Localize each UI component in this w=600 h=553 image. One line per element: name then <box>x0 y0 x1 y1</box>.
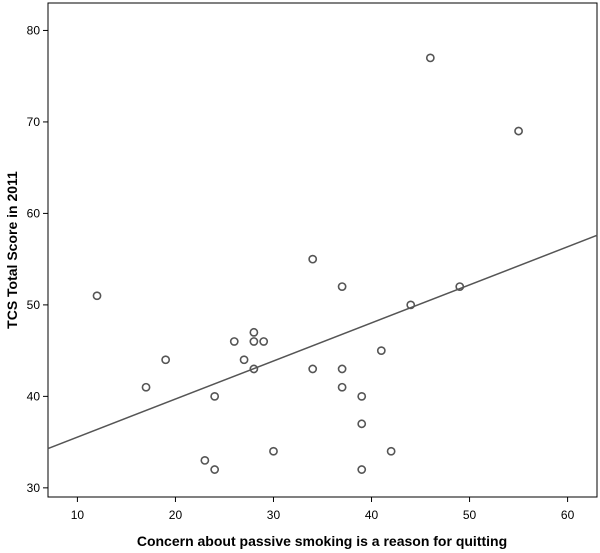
data-point <box>249 364 259 374</box>
data-point <box>141 382 151 392</box>
y-axis-ticks: 30 40 50 60 70 80 <box>27 23 48 495</box>
data-point <box>229 337 239 346</box>
data-point <box>210 391 220 401</box>
data-point <box>514 126 523 136</box>
data-point <box>249 337 259 346</box>
x-tick-label: 50 <box>463 508 477 522</box>
data-point <box>425 53 435 63</box>
y-axis-title: TCS Total Score in 2011 <box>4 171 20 329</box>
y-tick-label: 40 <box>27 389 41 403</box>
y-tick-label: 60 <box>27 206 41 220</box>
x-tick-label: 40 <box>365 508 379 522</box>
data-point <box>376 346 386 356</box>
data-point <box>337 282 347 291</box>
x-axis-title: Concern about passive smoking is a reaso… <box>137 533 507 549</box>
data-point <box>308 254 318 264</box>
plot-frame <box>47 2 598 498</box>
x-tick-label: 30 <box>267 508 281 522</box>
data-point <box>337 382 347 392</box>
y-tick-label: 50 <box>27 298 41 312</box>
x-axis-ticks: 10 20 30 40 50 60 <box>71 497 575 522</box>
data-point <box>269 446 278 456</box>
data-point <box>161 355 171 365</box>
data-point <box>357 391 367 401</box>
y-tick-label: 80 <box>27 23 41 37</box>
data-point <box>357 419 367 429</box>
data-point <box>249 327 259 337</box>
data-point <box>259 337 269 346</box>
x-tick-label: 60 <box>561 508 575 522</box>
data-point <box>200 456 210 465</box>
data-point <box>337 364 347 374</box>
data-point <box>357 465 367 474</box>
y-tick-label: 70 <box>27 115 41 129</box>
y-tick-label: 30 <box>27 481 41 495</box>
x-tick-label: 20 <box>169 508 183 522</box>
x-tick-label: 10 <box>71 508 85 522</box>
data-points <box>92 53 523 474</box>
data-point <box>406 300 416 310</box>
data-point <box>386 446 396 456</box>
data-point <box>92 291 102 301</box>
data-point <box>455 282 465 291</box>
fit-line <box>47 234 598 450</box>
data-point <box>239 355 249 365</box>
data-point <box>308 364 318 374</box>
data-point <box>210 465 220 474</box>
